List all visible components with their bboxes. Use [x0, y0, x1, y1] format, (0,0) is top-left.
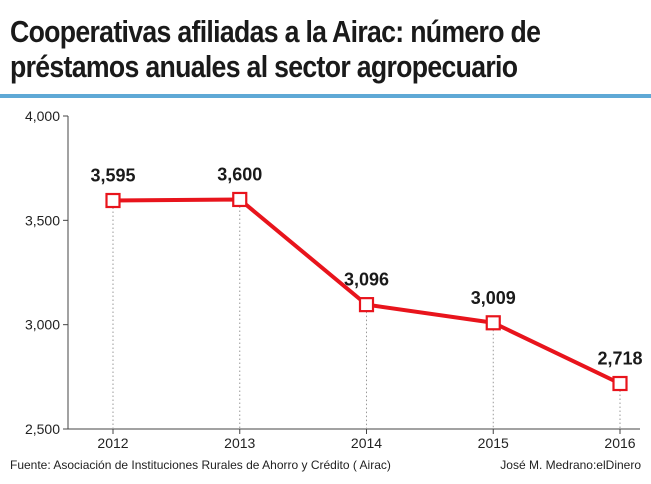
data-point-marker [485, 315, 501, 331]
data-label: 3,096 [344, 270, 389, 290]
data-label: 2,718 [597, 349, 642, 369]
data-label: 3,009 [471, 288, 516, 308]
y-tick-label: 4,000 [25, 108, 60, 124]
y-tick-label: 2,500 [25, 421, 60, 437]
data-point-marker [105, 192, 121, 209]
x-tick-label: 2014 [351, 435, 382, 451]
source-note: Fuente: Asociación de Instituciones Rura… [10, 458, 391, 472]
y-tick-label: 3,000 [25, 317, 60, 333]
chart-title-line-1: Cooperativas afiliadas a la Airac: númer… [10, 14, 541, 49]
data-label: 3,600 [217, 164, 262, 184]
chart-title-line-2: préstamos anuales al sector agropecuario [10, 49, 518, 84]
data-label: 3,595 [90, 166, 135, 186]
x-tick-label: 2016 [604, 435, 635, 451]
data-point-marker [232, 191, 248, 208]
x-tick-label: 2013 [224, 435, 255, 451]
credit-note: José M. Medrano:elDinero [500, 458, 641, 472]
y-tick-label: 3,500 [25, 212, 60, 228]
chart-title: Cooperativas afiliadas a la Airac: númer… [10, 14, 554, 84]
title-divider [0, 94, 651, 98]
data-point-marker [612, 375, 628, 392]
data-point-marker [358, 297, 375, 313]
x-tick-label: 2015 [478, 435, 509, 451]
x-tick-label: 2012 [97, 435, 128, 451]
line-chart: 2,500 3,000 3,500 4,000 2012 2013 2014 2015 2016… [25, 108, 643, 451]
